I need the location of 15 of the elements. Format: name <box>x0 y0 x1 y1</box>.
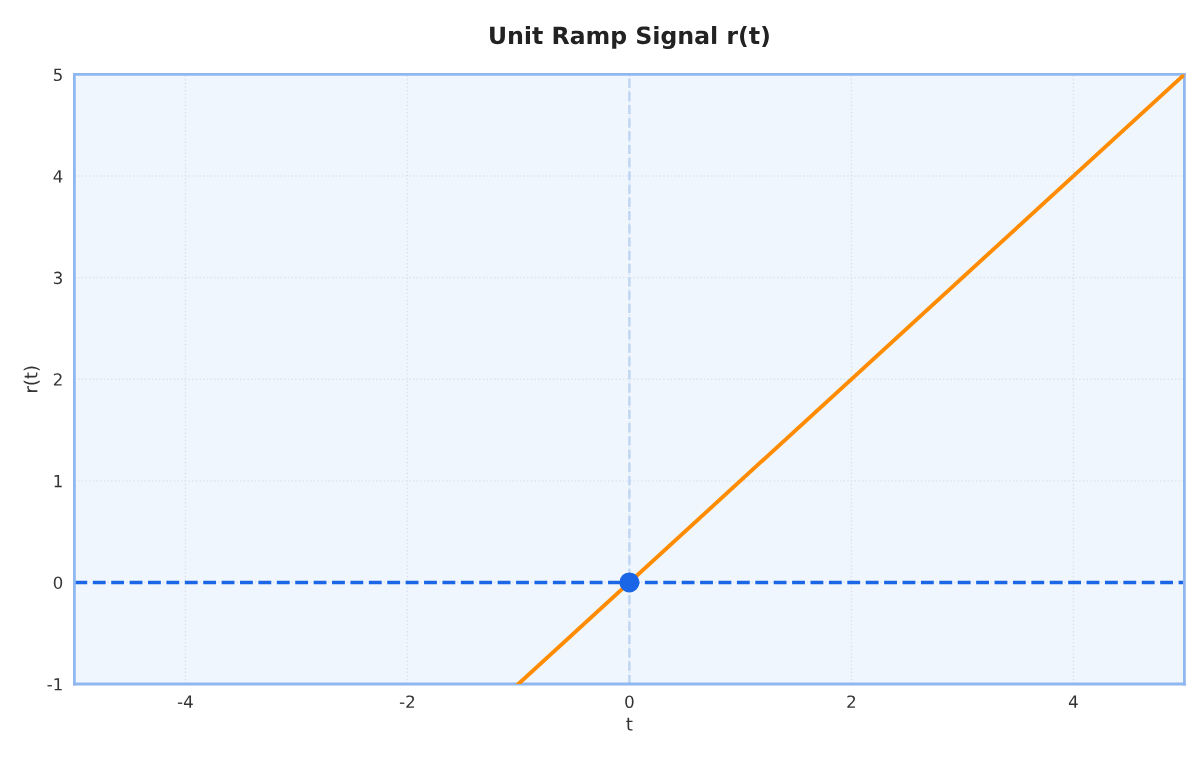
y-tick-label: 3 <box>53 271 62 285</box>
x-tick-label: 0 <box>625 695 634 709</box>
x-tick-label: -2 <box>399 695 415 708</box>
x-tick-label: -4 <box>177 695 193 708</box>
chart-title: Unit Ramp Signal r(t) <box>490 25 769 50</box>
y-tick-label: 2 <box>53 373 62 386</box>
y-axis-title: r(t) <box>23 366 40 392</box>
y-tick-label: 0 <box>53 576 63 589</box>
y-tick-label: 1 <box>54 475 62 488</box>
y-tick-label: 4 <box>53 170 63 183</box>
x-tick-label: 4 <box>1068 695 1078 708</box>
y-tick-label: -1 <box>47 678 62 691</box>
y-tick-label: 5 <box>53 68 62 82</box>
x-tick-label: 2 <box>847 695 856 708</box>
x-axis-title: t <box>626 717 633 731</box>
